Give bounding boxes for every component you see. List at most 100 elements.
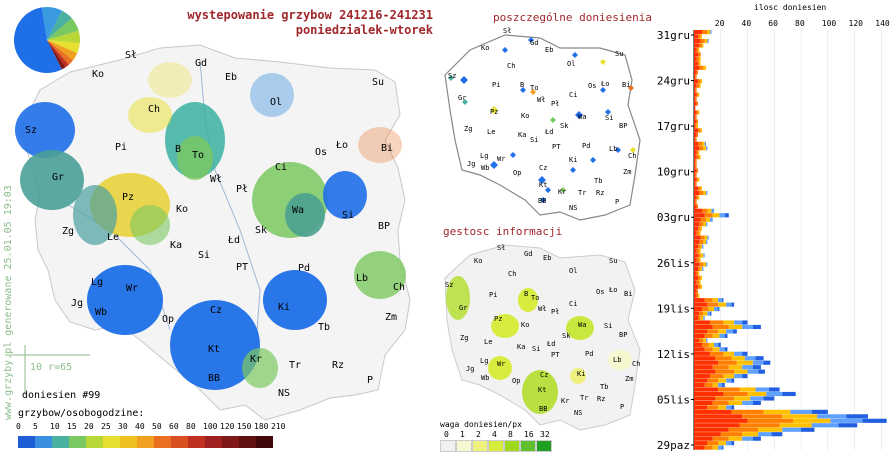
- reports-map-city-label: Wr: [497, 155, 505, 163]
- bar-segment: [694, 253, 699, 258]
- bar-segment: [700, 315, 704, 321]
- bar-segment: [771, 432, 783, 437]
- bar-segment: [694, 146, 700, 151]
- density-legend-swatch: [504, 440, 520, 452]
- density-map-city-label: Ko: [521, 321, 529, 329]
- bar-segment: [694, 351, 711, 356]
- bar-segment: [696, 257, 700, 263]
- bar-segment: [714, 342, 719, 347]
- density-map-city-label: PT: [551, 351, 560, 359]
- y-tick-label: 24gru: [657, 75, 690, 88]
- bar-segment: [758, 432, 772, 437]
- density-map-city-label: Jg: [466, 365, 474, 373]
- bar-segment: [694, 378, 708, 383]
- main-map-city-label: To: [192, 150, 204, 161]
- bar-segment: [710, 311, 712, 316]
- bar-segment: [698, 244, 701, 249]
- bar-segment: [731, 378, 735, 383]
- bar-segment: [710, 217, 713, 222]
- main-map-city-label: Jg: [71, 298, 83, 309]
- density-map-city-label: Ło: [608, 286, 617, 294]
- bar-segment: [703, 311, 708, 316]
- bar-segment: [755, 387, 769, 392]
- bar-segment: [696, 110, 699, 115]
- main-map-city-label: Lg: [91, 277, 103, 288]
- bar-segment: [712, 213, 720, 218]
- bar-segment: [763, 396, 775, 401]
- reports-map-city-label: To: [530, 84, 538, 92]
- bar-segment: [694, 284, 699, 289]
- y-tick-label: 26lis: [657, 257, 690, 270]
- reports-map-city-label: Gr: [458, 94, 466, 102]
- bar-segment: [712, 400, 729, 406]
- bar-segment: [718, 302, 727, 307]
- legend-tick-label: 50: [152, 422, 162, 431]
- bar-segment: [732, 329, 737, 334]
- reports-map-city-label: Sł: [503, 27, 511, 35]
- bar-segment: [766, 391, 783, 397]
- bar-segment: [706, 222, 708, 227]
- bar-segment: [694, 414, 743, 419]
- chart-title: ilosc doniesien: [754, 3, 826, 12]
- reports-map-city-label: Sz: [448, 72, 456, 80]
- bar-segment: [719, 333, 725, 338]
- main-map-city-label: Pi: [115, 142, 127, 153]
- y-tick-label: 03gru: [657, 211, 690, 224]
- bar-segment: [728, 400, 743, 406]
- bar-segment: [718, 298, 723, 303]
- y-tick-label: 05lis: [657, 393, 690, 406]
- bar-segment: [752, 400, 761, 406]
- density-blobs: [15, 62, 406, 390]
- bar-segment: [694, 271, 697, 276]
- bar-segment: [694, 52, 699, 57]
- bar-segment: [742, 320, 748, 325]
- bar-segment: [712, 382, 719, 388]
- bar-segment: [694, 119, 697, 124]
- density-legend-tick: 16: [524, 430, 534, 439]
- density-map-city-label: Łd: [546, 340, 555, 348]
- bar-segment: [694, 382, 705, 388]
- bar-segment: [707, 405, 719, 410]
- pie-slice: [47, 40, 69, 68]
- bar-segment: [712, 365, 729, 370]
- reports-map-city-label: Pd: [582, 142, 590, 150]
- pie-chart: [13, 6, 80, 73]
- bar-segment: [720, 432, 743, 437]
- bar-segment: [694, 190, 700, 196]
- legend-tick-label: 60: [169, 422, 179, 431]
- density-map-city-label: Wa: [578, 321, 586, 329]
- bar-segment: [718, 378, 727, 383]
- bar-segment: [694, 195, 697, 200]
- bar-segment: [694, 427, 729, 432]
- bar-segment: [699, 65, 704, 70]
- reports-map-city-label: BB: [538, 197, 546, 205]
- bar-segment: [724, 213, 729, 218]
- density-legend-swatch: [536, 440, 552, 452]
- bar-segment: [739, 423, 780, 428]
- bar-segment: [811, 409, 828, 414]
- bar-segment: [722, 298, 724, 303]
- density-map-city-label: Op: [512, 377, 520, 385]
- density-map-city-label: Wł: [538, 305, 546, 313]
- bar-segment: [694, 387, 719, 392]
- main-map-city-label: B: [175, 144, 181, 155]
- bar-segment: [723, 374, 735, 379]
- legend-tick-label: 80: [186, 422, 196, 431]
- density-map-city-label: Si: [604, 322, 612, 330]
- bar-segment: [707, 329, 719, 334]
- bar-segment: [703, 262, 707, 267]
- reports-map-city-label: Pł: [551, 100, 559, 108]
- bar-segment: [694, 132, 697, 137]
- bar-segment: [698, 61, 700, 66]
- density-map-city-label: BP: [619, 331, 627, 339]
- main-map-city-label: Ło: [335, 140, 348, 151]
- bar-segment: [700, 244, 703, 249]
- reports-map-city-label: Lg: [480, 152, 488, 160]
- bar-segment: [706, 262, 708, 267]
- reports-map-city-label: Si: [530, 136, 538, 144]
- density-map-city-label: Ci: [569, 300, 577, 308]
- bar-segment: [811, 423, 839, 428]
- density-map-city-label: Tb: [600, 383, 608, 391]
- legend-swatch: [120, 436, 137, 448]
- bar-segment: [758, 369, 765, 374]
